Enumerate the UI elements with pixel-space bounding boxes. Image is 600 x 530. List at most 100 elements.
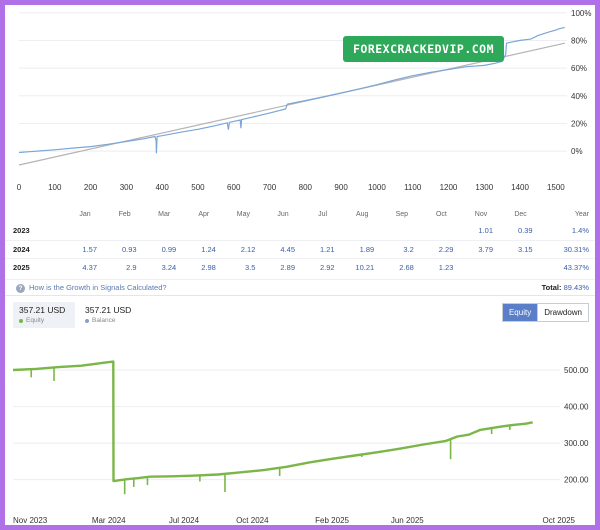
growth-calculation-link[interactable]: How is the Growth in Signals Calculated?: [29, 283, 167, 292]
x-tick-label: 300: [120, 183, 134, 192]
growth-x-axis: 0 100 200 300 400 500 600 700 800 900 1000 1100 1200…: [17, 183, 566, 192]
total-growth: Total: 89.43%: [542, 283, 589, 292]
month-value[interactable]: 1.23: [438, 263, 454, 272]
x-tick-label: Oct 2025: [543, 516, 576, 525]
month-value[interactable]: 10.21: [355, 263, 375, 272]
equity-label: Equity: [26, 317, 45, 324]
x-tick-label: Feb 2025: [315, 516, 349, 525]
x-tick-label: 700: [263, 183, 277, 192]
month-value[interactable]: 2.89: [280, 263, 295, 272]
x-tick-label: Jun 2025: [391, 516, 424, 525]
month-value[interactable]: [221, 221, 255, 239]
x-tick-label: 1200: [440, 183, 458, 192]
balance-dot-icon: [85, 318, 89, 323]
x-tick-label: 400: [155, 183, 169, 192]
equity-grid: [13, 369, 560, 481]
month-value[interactable]: 1.89: [359, 245, 375, 254]
question-icon[interactable]: ?: [16, 284, 25, 293]
month-header: Aug: [355, 210, 369, 218]
y-tick-label: 300.00: [564, 439, 589, 448]
x-tick-label: 500: [191, 183, 205, 192]
month-value[interactable]: 0.93: [121, 245, 137, 254]
year-cell: 2025: [13, 263, 30, 272]
y-tick-label: 0%: [571, 147, 583, 156]
month-value[interactable]: 2.98: [201, 263, 216, 272]
section-divider: [5, 295, 595, 296]
month-value[interactable]: [459, 259, 493, 276]
table-footer: ? How is the Growth in Signals Calculate…: [5, 279, 595, 295]
y-tick-label: 80%: [571, 36, 587, 45]
month-value[interactable]: [261, 221, 295, 239]
x-tick-label: 0: [17, 183, 22, 192]
table-header-row: Jan Feb Mar Apr May Jun Jul Aug Sep Oct Nov Dec Year: [5, 207, 595, 221]
month-value[interactable]: 4.45: [280, 245, 295, 254]
month-value[interactable]: 3.15: [517, 245, 533, 254]
month-value[interactable]: [182, 221, 216, 239]
month-value[interactable]: [301, 221, 335, 239]
equity-line: [12, 360, 533, 483]
month-header: Nov: [474, 210, 488, 218]
table-row: 2023 1.01 0.39 1.4%: [5, 221, 595, 239]
equity-value: 357.21 USD: [19, 305, 66, 315]
month-header: May: [236, 210, 250, 218]
y-tick-label: 20%: [571, 119, 587, 128]
x-tick-label: Nov 2023: [13, 516, 48, 525]
equity-legend[interactable]: 357.21 USD Equity: [13, 302, 75, 328]
x-tick-label: 1100: [404, 183, 422, 192]
trend-line: [18, 42, 565, 166]
y-tick-label: 40%: [571, 92, 587, 101]
x-tick-label: 100: [48, 183, 62, 192]
month-value[interactable]: [340, 221, 374, 239]
signal-growth-page: 0% 20% 40% 60% 80% 100% 0 100 200 300 400 500 600 70…: [5, 5, 595, 525]
month-value[interactable]: 1.24: [201, 245, 216, 254]
balance-legend[interactable]: 357.21 USD Balance: [79, 302, 141, 328]
month-value[interactable]: [499, 259, 533, 276]
month-value[interactable]: 1.01: [478, 225, 493, 235]
year-cell: 2023: [13, 225, 30, 235]
growth-grid: [19, 12, 567, 152]
x-tick-label: 900: [334, 183, 348, 192]
month-value[interactable]: [103, 221, 137, 239]
y-tick-label: 60%: [571, 64, 587, 73]
balance-value: 357.21 USD: [85, 305, 132, 315]
month-value[interactable]: 0.39: [517, 225, 533, 235]
year-total: 30.31%: [563, 245, 589, 254]
year-total: 43.37%: [563, 263, 589, 272]
month-value[interactable]: [63, 221, 97, 239]
month-value[interactable]: 2.29: [438, 245, 454, 254]
month-value[interactable]: 2.68: [399, 263, 414, 272]
x-tick-label: 1500: [547, 183, 565, 192]
equity-y-axis: 200.00 300.00 400.00 500.00: [564, 366, 589, 485]
x-tick-label: 1000: [368, 183, 386, 192]
year-header: Year: [574, 210, 589, 218]
equity-button[interactable]: Equity: [502, 304, 538, 321]
balance-label: Balance: [92, 317, 116, 324]
month-value[interactable]: [380, 221, 414, 239]
y-tick-label: 100%: [571, 9, 591, 18]
month-value[interactable]: 2.9: [126, 263, 137, 272]
drawdown-button[interactable]: Drawdown: [537, 304, 588, 321]
year-cell: 2024: [13, 245, 30, 254]
month-header: Jul: [318, 210, 328, 218]
equity-dot-icon: [19, 318, 23, 323]
month-value[interactable]: 1.21: [319, 245, 335, 254]
month-value[interactable]: 1.57: [82, 245, 97, 254]
month-value[interactable]: 4.37: [82, 263, 97, 272]
y-tick-label: 500.00: [564, 366, 589, 375]
month-value[interactable]: 3.5: [244, 263, 256, 272]
month-value[interactable]: 2.12: [240, 245, 256, 254]
month-header: Apr: [198, 210, 210, 218]
month-value[interactable]: 2.92: [319, 263, 335, 272]
growth-y-axis: 0% 20% 40% 60% 80% 100%: [571, 9, 591, 156]
month-value[interactable]: 3.79: [478, 245, 493, 254]
x-tick-label: 800: [299, 183, 313, 192]
year-total: 1.4%: [571, 225, 589, 235]
month-value[interactable]: 3.2: [403, 245, 414, 254]
month-value[interactable]: 0.99: [161, 245, 177, 254]
y-tick-label: 200.00: [564, 476, 589, 485]
growth-chart: 0% 20% 40% 60% 80% 100% 0 100 200 300 400 500 600 70…: [17, 9, 592, 192]
month-value[interactable]: 3.24: [161, 263, 177, 272]
x-tick-label: 600: [227, 183, 241, 192]
month-value[interactable]: [142, 221, 176, 239]
month-value[interactable]: [419, 221, 453, 239]
